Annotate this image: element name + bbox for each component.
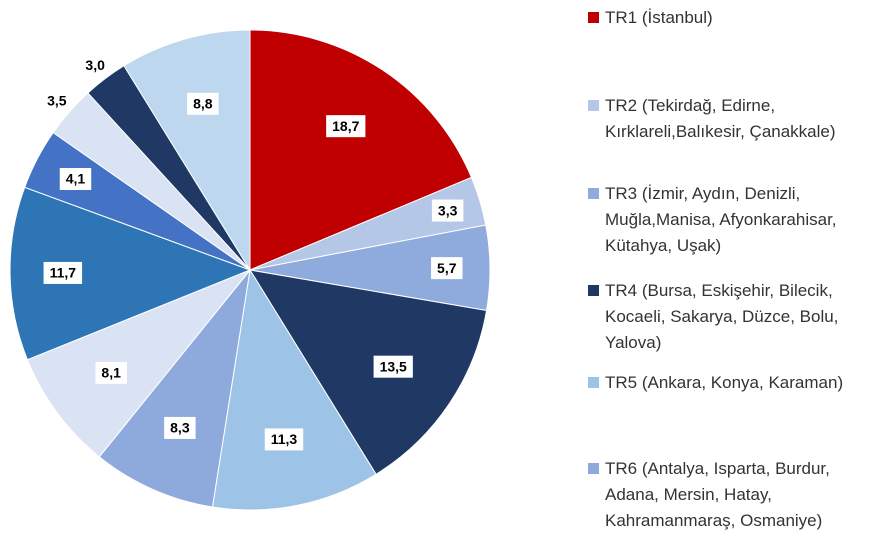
data-label-box xyxy=(431,199,464,222)
legend-swatch xyxy=(588,377,599,388)
legend-item: TR3 (İzmir, Aydın, Denizli, Muğla,Manisa… xyxy=(588,181,876,259)
data-label-box xyxy=(164,416,196,439)
pie-slice xyxy=(98,268,251,508)
legend-item: TR1 (İstanbul) xyxy=(588,5,876,31)
legend-item: TR4 (Bursa, Eskişehir, Bilecik, Kocaeli,… xyxy=(588,278,876,356)
legend-swatch xyxy=(588,463,599,474)
legend-label: TR5 (Ankara, Konya, Karaman) xyxy=(605,373,844,392)
data-label-box xyxy=(95,361,127,384)
pie-slice xyxy=(26,268,252,458)
data-label: 8,3 xyxy=(170,420,190,436)
data-label: 8,1 xyxy=(101,365,121,381)
data-label: 13,5 xyxy=(380,358,407,374)
pie-slice xyxy=(123,29,251,272)
legend-label: TR1 (İstanbul) xyxy=(605,8,713,27)
data-label: 11,3 xyxy=(271,431,298,447)
data-label: 3,3 xyxy=(438,202,458,218)
data-label: 3,0 xyxy=(85,57,105,73)
legend-item: TR2 (Tekirdağ, Edirne, Kırklareli,Balıke… xyxy=(588,93,876,145)
data-label-box xyxy=(264,428,304,451)
data-label-box xyxy=(187,92,219,115)
pie-chart: 18,7 3,3 5,7 13,5 11,3 8,3 8,1 11,7 4,1 3,5 3,0 8,8 xyxy=(9,29,491,511)
data-label: 5,7 xyxy=(437,260,457,276)
data-label-box xyxy=(431,257,463,280)
data-label-box xyxy=(373,355,413,378)
legend-swatch xyxy=(588,100,599,111)
data-label-box xyxy=(43,261,83,284)
pie-slice xyxy=(9,186,252,361)
legend-swatch xyxy=(588,285,599,296)
legend-item: TR5 (Ankara, Konya, Karaman) xyxy=(588,370,876,396)
pie-slice xyxy=(249,29,473,271)
data-label: 3,5 xyxy=(47,92,67,108)
legend-item: TR6 (Antalya, Isparta, Burdur, Adana, Me… xyxy=(588,456,876,534)
legend-swatch xyxy=(588,188,599,199)
data-label: 18,7 xyxy=(332,118,359,134)
data-label: 4,1 xyxy=(66,171,86,187)
legend-swatch xyxy=(588,12,599,23)
data-label-box xyxy=(326,115,366,138)
pie-slice xyxy=(211,268,377,511)
data-label: 11,7 xyxy=(50,265,77,281)
data-label: 8,8 xyxy=(193,95,213,111)
data-label-box xyxy=(59,168,92,191)
legend-label: TR3 (İzmir, Aydın, Denizli, Muğla,Manisa… xyxy=(605,184,837,255)
legend-label: TR6 (Antalya, Isparta, Burdur, Adana, Me… xyxy=(605,459,830,530)
pie-slice xyxy=(248,269,488,475)
legend-label: TR4 (Bursa, Eskişehir, Bilecik, Kocaeli,… xyxy=(605,281,839,352)
legend-label: TR2 (Tekirdağ, Edirne, Kırklareli,Balıke… xyxy=(605,96,836,141)
